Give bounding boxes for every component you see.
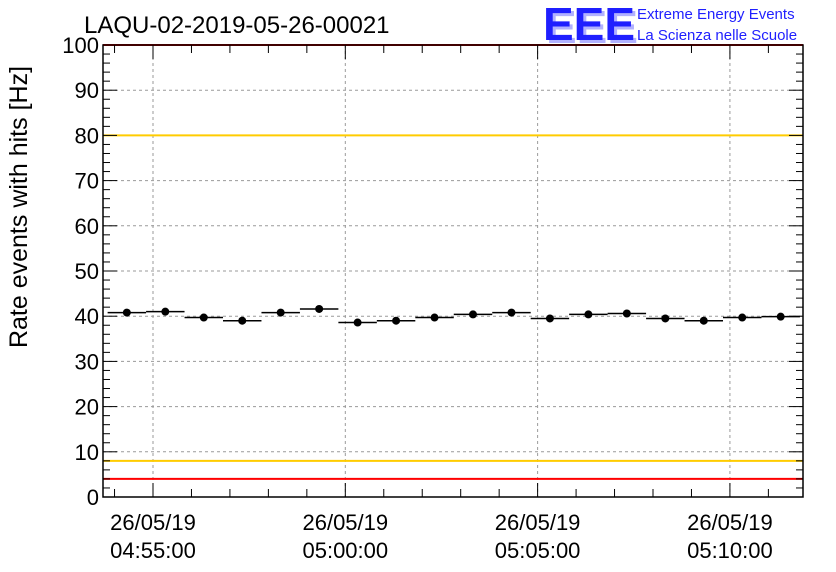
data-point	[161, 307, 170, 316]
data-point	[738, 313, 747, 322]
y-tick-label: 90	[75, 78, 99, 103]
data-point	[776, 312, 785, 321]
y-tick-label: 10	[75, 440, 99, 465]
data-point	[469, 310, 477, 319]
chart-title: LAQU-02-2019-05-26-00021	[84, 12, 390, 39]
data-point	[622, 309, 631, 318]
data-point	[238, 316, 247, 325]
data-point	[353, 318, 362, 327]
data-point	[584, 310, 593, 319]
data-points	[107, 304, 800, 327]
data-point	[699, 316, 708, 325]
y-tick-label: 40	[75, 304, 99, 329]
y-tick-label: 20	[75, 395, 99, 420]
data-point	[507, 308, 516, 317]
eee-logo-mark-front: EEE	[543, 0, 635, 50]
data-point	[545, 314, 554, 323]
y-tick-label: 100	[62, 33, 99, 58]
eee-logo-line1: Extreme Energy Events	[637, 6, 795, 23]
data-point	[430, 313, 439, 322]
x-tick-label-time: 04:55:00	[110, 538, 196, 563]
data-point	[661, 314, 670, 323]
y-tick-label: 30	[75, 349, 99, 374]
eee-logo-line2: La Scienza nelle Scuole	[637, 27, 797, 44]
x-tick-label-date: 26/05/19	[110, 510, 196, 535]
x-tick-label-time: 05:00:00	[302, 538, 388, 563]
eee-logo: EEE EEE Extreme Energy Events La Scienza…	[543, 0, 797, 53]
x-tick-label-date: 26/05/19	[302, 510, 388, 535]
x-tick-label-date: 26/05/19	[687, 510, 773, 535]
y-tick-label: 80	[75, 123, 99, 148]
x-tick-label-time: 05:05:00	[495, 538, 581, 563]
y-tick-label: 70	[75, 169, 99, 194]
y-tick-label: 60	[75, 214, 99, 239]
data-point	[392, 316, 401, 325]
data-point	[315, 304, 324, 313]
y-axis-title: Rate events with hits [Hz]	[5, 66, 33, 348]
y-tick-label: 0	[87, 485, 99, 510]
x-tick-label-date: 26/05/19	[495, 510, 581, 535]
x-tick-label-time: 05:10:00	[687, 538, 773, 563]
y-tick-label: 50	[75, 259, 99, 284]
data-point	[199, 313, 208, 322]
data-point	[122, 308, 131, 317]
data-point	[276, 308, 285, 317]
axes: 0 10 20 30 40 50 60 70 80 90 100 26/05/19 04:55:00 26…	[62, 33, 804, 563]
